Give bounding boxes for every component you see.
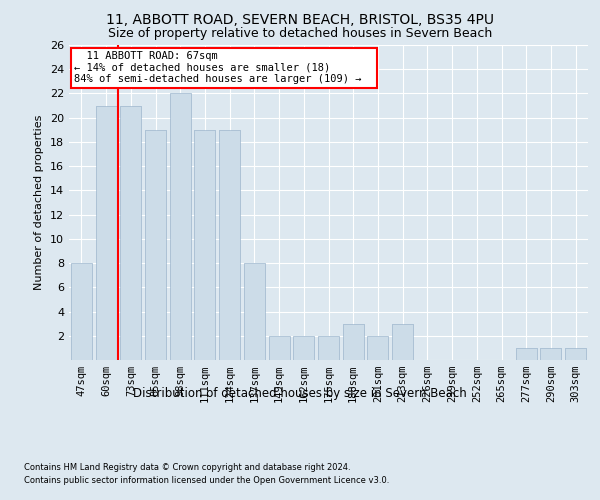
Bar [194,130,215,360]
Bar [170,94,191,360]
Text: 11, ABBOTT ROAD, SEVERN BEACH, BRISTOL, BS35 4PU: 11, ABBOTT ROAD, SEVERN BEACH, BRISTOL, … [106,12,494,26]
Bar [244,263,265,360]
Bar [244,263,265,360]
Bar [269,336,290,360]
Bar [367,336,388,360]
Text: Contains public sector information licensed under the Open Government Licence v3: Contains public sector information licen… [24,476,389,485]
Bar [318,336,339,360]
Text: Size of property relative to detached houses in Severn Beach: Size of property relative to detached ho… [108,28,492,40]
Bar [145,130,166,360]
Bar [194,130,215,360]
Bar [269,336,290,360]
Bar [219,130,240,360]
Text: Distribution of detached houses by size in Severn Beach: Distribution of detached houses by size … [133,388,467,400]
Bar [516,348,537,360]
Bar [219,130,240,360]
Bar [392,324,413,360]
Bar [541,348,562,360]
Bar [95,106,116,360]
Bar [318,336,339,360]
Bar [170,94,191,360]
Bar [516,348,537,360]
Bar [343,324,364,360]
Bar [293,336,314,360]
Bar [145,130,166,360]
Bar [120,106,141,360]
Text: Contains HM Land Registry data © Crown copyright and database right 2024.: Contains HM Land Registry data © Crown c… [24,462,350,471]
Bar [392,324,413,360]
Bar [367,336,388,360]
Bar [71,263,92,360]
Text: 11 ABBOTT ROAD: 67sqm
← 14% of detached houses are smaller (18)
84% of semi-deta: 11 ABBOTT ROAD: 67sqm ← 14% of detached … [74,52,374,84]
Bar [71,263,92,360]
Bar [565,348,586,360]
Bar [120,106,141,360]
Bar [343,324,364,360]
Bar [95,106,116,360]
Y-axis label: Number of detached properties: Number of detached properties [34,115,44,290]
Bar [565,348,586,360]
Bar [293,336,314,360]
Bar [541,348,562,360]
